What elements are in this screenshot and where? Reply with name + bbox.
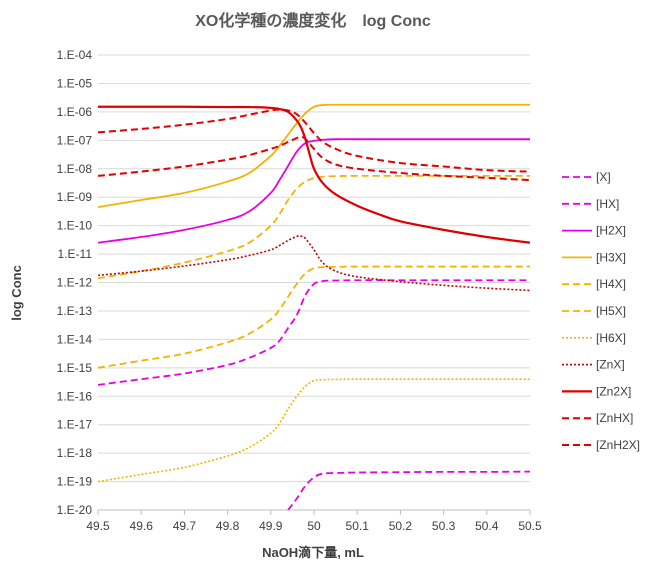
x-tick-label: 50 bbox=[307, 519, 321, 533]
y-tick-label: 1.E-08 bbox=[57, 162, 93, 176]
series-line-1 bbox=[287, 470, 530, 510]
series-line-3 bbox=[98, 138, 530, 244]
x-tick-label: 50.3 bbox=[432, 519, 456, 533]
x-tick-label: 50.4 bbox=[475, 519, 499, 533]
legend-label: [H6X] bbox=[596, 331, 626, 345]
legend-label: [Zn2X] bbox=[596, 384, 631, 398]
y-tick-label: 1.E-20 bbox=[57, 503, 93, 517]
gridlines bbox=[98, 54, 530, 511]
y-tick-label: 1.E-12 bbox=[57, 276, 93, 290]
x-tick-label: 50.1 bbox=[346, 519, 370, 533]
y-tick-label: 1.E-19 bbox=[57, 475, 93, 489]
series-line-8 bbox=[98, 235, 530, 292]
legend-label: [H2X] bbox=[596, 224, 626, 238]
x-tick-label: 49.8 bbox=[216, 519, 240, 533]
series-line-11 bbox=[98, 108, 530, 173]
y-tick-label: 1.E-13 bbox=[57, 304, 93, 318]
series-line-9 bbox=[98, 105, 530, 244]
y-tick-label: 1.E-10 bbox=[57, 219, 93, 233]
legend-label: [ZnHX] bbox=[596, 411, 633, 425]
y-tick-label: 1.E-06 bbox=[57, 105, 93, 119]
chart-title: XO化学種の濃度変化 log Conc bbox=[195, 11, 431, 30]
series-line-7 bbox=[98, 378, 530, 483]
y-tick-label: 1.E-04 bbox=[57, 48, 93, 62]
y-tick-label: 1.E-18 bbox=[57, 446, 93, 460]
series-line-2 bbox=[98, 279, 530, 386]
y-tick-label: 1.E-07 bbox=[57, 133, 93, 147]
series-line-5 bbox=[98, 174, 530, 280]
series-line-6 bbox=[98, 265, 530, 369]
legend-label: [ZnH2X] bbox=[596, 438, 640, 452]
y-tick-label: 1.E-15 bbox=[57, 361, 93, 375]
y-tick-label: 1.E-09 bbox=[57, 190, 93, 204]
y-axis-ticks: 1.E-04 1.E-05 1.E-06 1.E-07 1.E-08 1.E-09 1.E-… bbox=[57, 48, 93, 517]
plot-area bbox=[98, 103, 530, 510]
y-tick-label: 1.E-14 bbox=[57, 332, 93, 346]
y-tick-label: 1.E-05 bbox=[57, 76, 93, 90]
y-axis-title: log Conc bbox=[9, 265, 24, 321]
legend-label: [H4X] bbox=[596, 277, 626, 291]
series-line-4 bbox=[98, 103, 530, 209]
legend-label: [ZnX] bbox=[596, 358, 625, 372]
x-tick-label: 49.6 bbox=[130, 519, 154, 533]
legend: [X] [HX] [H2X] [H3X] [H4X] [H5X] [H6X] [ZnX] [Zn… bbox=[562, 170, 640, 452]
x-axis-title: NaOH滴下量, mL bbox=[262, 545, 364, 560]
legend-label: [X] bbox=[596, 170, 611, 184]
x-tick-label: 49.9 bbox=[259, 519, 283, 533]
y-tick-label: 1.E-11 bbox=[58, 247, 93, 261]
legend-label: [H5X] bbox=[596, 304, 626, 318]
legend-label: [H3X] bbox=[596, 250, 626, 264]
x-tick-label: 49.7 bbox=[173, 519, 197, 533]
y-tick-label: 1.E-17 bbox=[57, 418, 93, 432]
x-tick-label: 49.5 bbox=[86, 519, 110, 533]
x-axis-ticks: 49.5 49.6 49.7 49.8 49.9 50 50.1 50.2 50.3 50.4 50… bbox=[86, 509, 542, 533]
x-tick-label: 50.5 bbox=[518, 519, 542, 533]
series-line-10 bbox=[98, 135, 530, 182]
y-tick-label: 1.E-16 bbox=[57, 389, 93, 403]
x-tick-label: 50.2 bbox=[389, 519, 413, 533]
legend-label: [HX] bbox=[596, 197, 619, 211]
